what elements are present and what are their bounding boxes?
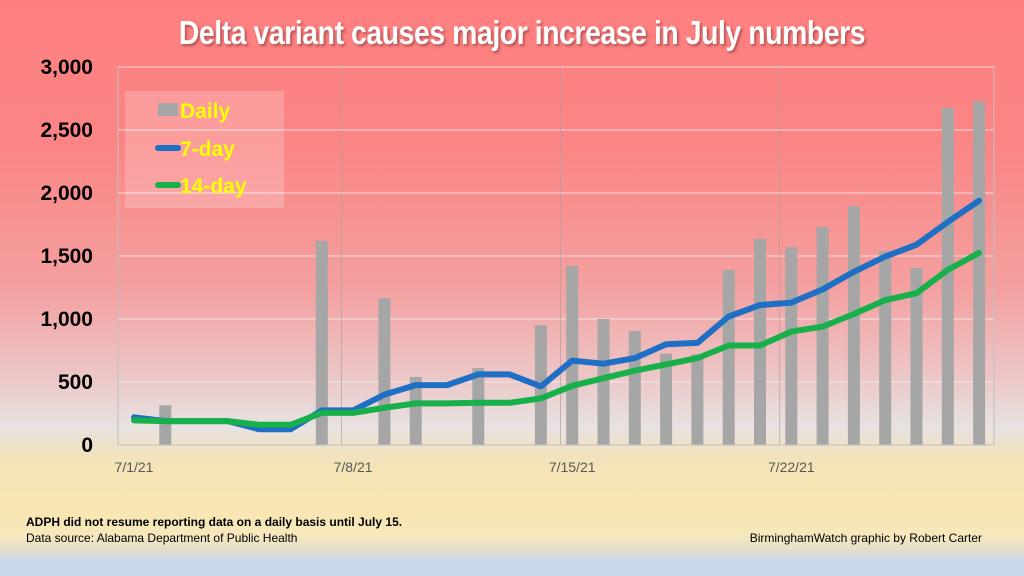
daily-bar <box>910 267 923 445</box>
daily-bar <box>879 250 892 445</box>
data-source: Data source: Alabama Department of Publi… <box>26 531 298 545</box>
average-lines <box>131 197 983 433</box>
y-axis-ticks: 0 500 1,000 1,500 2,000 2,500 3,000 <box>40 56 93 457</box>
y-tick-label: 1,500 <box>40 245 93 268</box>
daily-bar <box>409 376 422 445</box>
legend-label: 7-day <box>180 138 235 161</box>
chart-svg: 0 500 1,000 1,500 2,000 2,500 3,000 7/1/21 7/8/… <box>40 56 995 475</box>
legend-swatch-daily <box>158 103 178 116</box>
legend-label: 14-day <box>180 175 247 198</box>
y-tick-label: 2,000 <box>40 182 93 205</box>
daily-bar <box>816 227 829 445</box>
daily-bar <box>472 368 485 445</box>
daily-bar <box>722 269 735 445</box>
x-tick-label: 7/8/21 <box>334 459 373 475</box>
axes <box>117 67 995 446</box>
chart-title: Delta variant causes major increase in J… <box>178 14 866 51</box>
legend: Daily 7-day 14-day <box>125 91 284 208</box>
daily-bar <box>660 353 673 445</box>
daily-bars <box>159 101 986 446</box>
14-day-line <box>131 249 983 428</box>
reporting-note: ADPH did not resume reporting data on a … <box>26 515 403 529</box>
x-tick-label: 7/22/21 <box>768 459 815 475</box>
daily-bar <box>847 206 860 445</box>
graphic-credit: BirminghamWatch graphic by Robert Carter <box>749 531 982 545</box>
daily-bar <box>973 101 986 446</box>
y-tick-label: 3,000 <box>40 56 93 79</box>
y-tick-label: 1,000 <box>40 308 93 331</box>
week-separators <box>340 67 781 445</box>
daily-bar <box>628 330 641 445</box>
daily-bar <box>566 266 579 445</box>
x-tick-label: 7/15/21 <box>549 459 596 475</box>
y-tick-label: 500 <box>58 371 93 394</box>
daily-bar <box>691 354 704 445</box>
daily-bar <box>754 238 766 445</box>
x-axis-ticks: 7/1/21 7/8/21 7/15/21 7/22/21 <box>115 459 815 475</box>
gridlines <box>118 66 994 383</box>
y-tick-label: 2,500 <box>40 119 93 142</box>
legend-label: Daily <box>180 100 231 123</box>
x-tick-label: 7/1/21 <box>115 459 154 475</box>
y-tick-label: 0 <box>81 434 93 457</box>
daily-bar <box>378 298 391 445</box>
legend-box <box>125 91 284 208</box>
7-day-line <box>131 197 983 433</box>
daily-bar <box>597 319 610 445</box>
daily-bar <box>785 247 798 445</box>
daily-bar <box>159 405 172 445</box>
daily-bar <box>315 240 328 445</box>
daily-bar <box>941 107 954 445</box>
